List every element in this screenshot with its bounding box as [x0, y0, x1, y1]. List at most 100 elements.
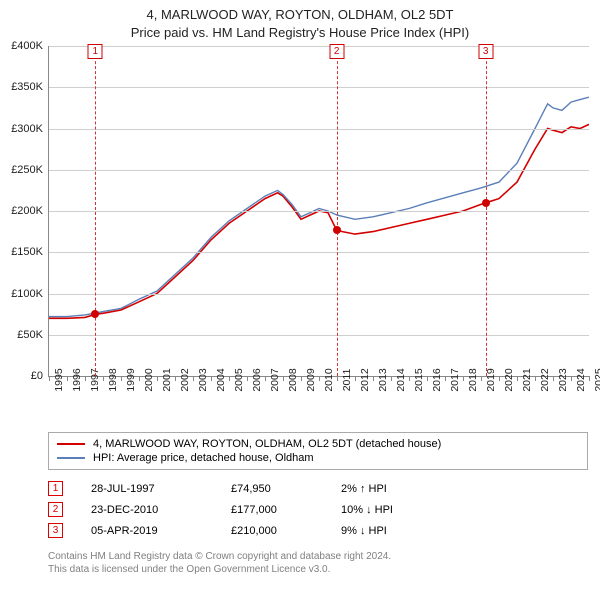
event-price-2: £177,000 — [231, 504, 341, 516]
x-tick-label: 2006 — [251, 368, 263, 391]
x-tick-mark — [49, 376, 50, 381]
event-date-1: 28-JUL-1997 — [91, 483, 231, 495]
x-tick-mark — [121, 376, 122, 381]
event-row-1: 1 28-JUL-1997 £74,950 2% ↑ HPI — [48, 478, 588, 499]
series-line-hpi — [49, 97, 589, 316]
x-tick-mark — [67, 376, 68, 381]
marker-vline-2 — [337, 46, 338, 376]
x-tick-mark — [247, 376, 248, 381]
y-gridline — [49, 294, 589, 295]
event-price-3: £210,000 — [231, 525, 341, 537]
y-tick-label: £200K — [11, 205, 43, 217]
plot-region: £0£50K£100K£150K£200K£250K£300K£350K£400… — [48, 46, 589, 377]
y-tick-label: £400K — [11, 40, 43, 52]
x-tick-label: 1999 — [125, 368, 137, 391]
x-tick-mark — [535, 376, 536, 381]
footer-line-1: Contains HM Land Registry data © Crown c… — [48, 550, 391, 563]
event-date-3: 05-APR-2019 — [91, 525, 231, 537]
footer: Contains HM Land Registry data © Crown c… — [48, 550, 391, 576]
x-tick-mark — [283, 376, 284, 381]
marker-box-3: 3 — [478, 44, 493, 59]
y-tick-label: £150K — [11, 246, 43, 258]
marker-box-2: 2 — [329, 44, 344, 59]
x-tick-mark — [103, 376, 104, 381]
x-tick-label: 2021 — [521, 368, 533, 391]
legend: 4, MARLWOOD WAY, ROYTON, OLDHAM, OL2 5DT… — [48, 432, 588, 470]
x-tick-mark — [175, 376, 176, 381]
marker-box-1: 1 — [88, 44, 103, 59]
title-block: 4, MARLWOOD WAY, ROYTON, OLDHAM, OL2 5DT… — [0, 0, 600, 41]
marker-vline-3 — [486, 46, 487, 376]
event-diff-1: 2% ↑ HPI — [341, 483, 588, 495]
x-tick-label: 2010 — [323, 368, 335, 391]
event-price-1: £74,950 — [231, 483, 341, 495]
y-gridline — [49, 87, 589, 88]
series-line-price_paid — [49, 124, 589, 318]
y-gridline — [49, 252, 589, 253]
x-tick-mark — [463, 376, 464, 381]
x-tick-label: 2007 — [269, 368, 281, 391]
y-gridline — [49, 129, 589, 130]
x-tick-mark — [589, 376, 590, 381]
x-tick-label: 2015 — [413, 368, 425, 391]
event-diff-2: 10% ↓ HPI — [341, 504, 588, 516]
chart-container: 4, MARLWOOD WAY, ROYTON, OLDHAM, OL2 5DT… — [0, 0, 600, 590]
x-tick-label: 2025 — [593, 368, 600, 391]
x-tick-label: 2020 — [503, 368, 515, 391]
x-tick-label: 1995 — [53, 368, 65, 391]
x-tick-mark — [337, 376, 338, 381]
x-tick-label: 2024 — [575, 368, 587, 391]
y-tick-label: £0 — [31, 370, 43, 382]
x-tick-mark — [301, 376, 302, 381]
y-tick-label: £300K — [11, 123, 43, 135]
marker-dot-1 — [91, 310, 99, 318]
legend-row-price-paid: 4, MARLWOOD WAY, ROYTON, OLDHAM, OL2 5DT… — [57, 437, 579, 451]
title-line-2: Price paid vs. HM Land Registry's House … — [0, 24, 600, 42]
y-gridline — [49, 170, 589, 171]
x-tick-label: 2012 — [359, 368, 371, 391]
x-tick-label: 2023 — [557, 368, 569, 391]
x-tick-label: 2011 — [341, 369, 353, 392]
y-tick-label: £100K — [11, 288, 43, 300]
x-tick-mark — [499, 376, 500, 381]
x-tick-mark — [391, 376, 392, 381]
event-num-3: 3 — [48, 523, 63, 538]
chart-area: £0£50K£100K£150K£200K£250K£300K£350K£400… — [48, 46, 588, 396]
marker-vline-1 — [95, 46, 96, 376]
legend-row-hpi: HPI: Average price, detached house, Oldh… — [57, 451, 579, 465]
x-tick-mark — [553, 376, 554, 381]
x-tick-label: 1996 — [71, 368, 83, 391]
x-tick-mark — [445, 376, 446, 381]
y-gridline — [49, 46, 589, 47]
y-gridline — [49, 211, 589, 212]
legend-swatch-price-paid — [57, 443, 85, 445]
title-line-1: 4, MARLWOOD WAY, ROYTON, OLDHAM, OL2 5DT — [0, 6, 600, 24]
x-tick-label: 2014 — [395, 368, 407, 391]
y-tick-label: £350K — [11, 81, 43, 93]
x-tick-mark — [517, 376, 518, 381]
y-gridline — [49, 335, 589, 336]
x-tick-label: 2018 — [467, 368, 479, 391]
x-tick-mark — [157, 376, 158, 381]
x-tick-label: 2013 — [377, 368, 389, 391]
event-row-3: 3 05-APR-2019 £210,000 9% ↓ HPI — [48, 520, 588, 541]
x-tick-label: 2016 — [431, 368, 443, 391]
event-date-2: 23-DEC-2010 — [91, 504, 231, 516]
x-tick-label: 2004 — [215, 368, 227, 391]
x-tick-mark — [319, 376, 320, 381]
y-tick-label: £50K — [17, 329, 43, 341]
x-tick-mark — [193, 376, 194, 381]
x-tick-mark — [571, 376, 572, 381]
x-tick-mark — [373, 376, 374, 381]
x-tick-mark — [139, 376, 140, 381]
marker-dot-2 — [333, 226, 341, 234]
legend-label-hpi: HPI: Average price, detached house, Oldh… — [93, 452, 314, 464]
event-row-2: 2 23-DEC-2010 £177,000 10% ↓ HPI — [48, 499, 588, 520]
x-tick-mark — [265, 376, 266, 381]
x-tick-label: 2001 — [161, 368, 173, 391]
footer-line-2: This data is licensed under the Open Gov… — [48, 563, 391, 576]
x-tick-label: 2008 — [287, 368, 299, 391]
x-tick-mark — [355, 376, 356, 381]
x-tick-label: 2022 — [539, 368, 551, 391]
x-tick-label: 2005 — [233, 368, 245, 391]
